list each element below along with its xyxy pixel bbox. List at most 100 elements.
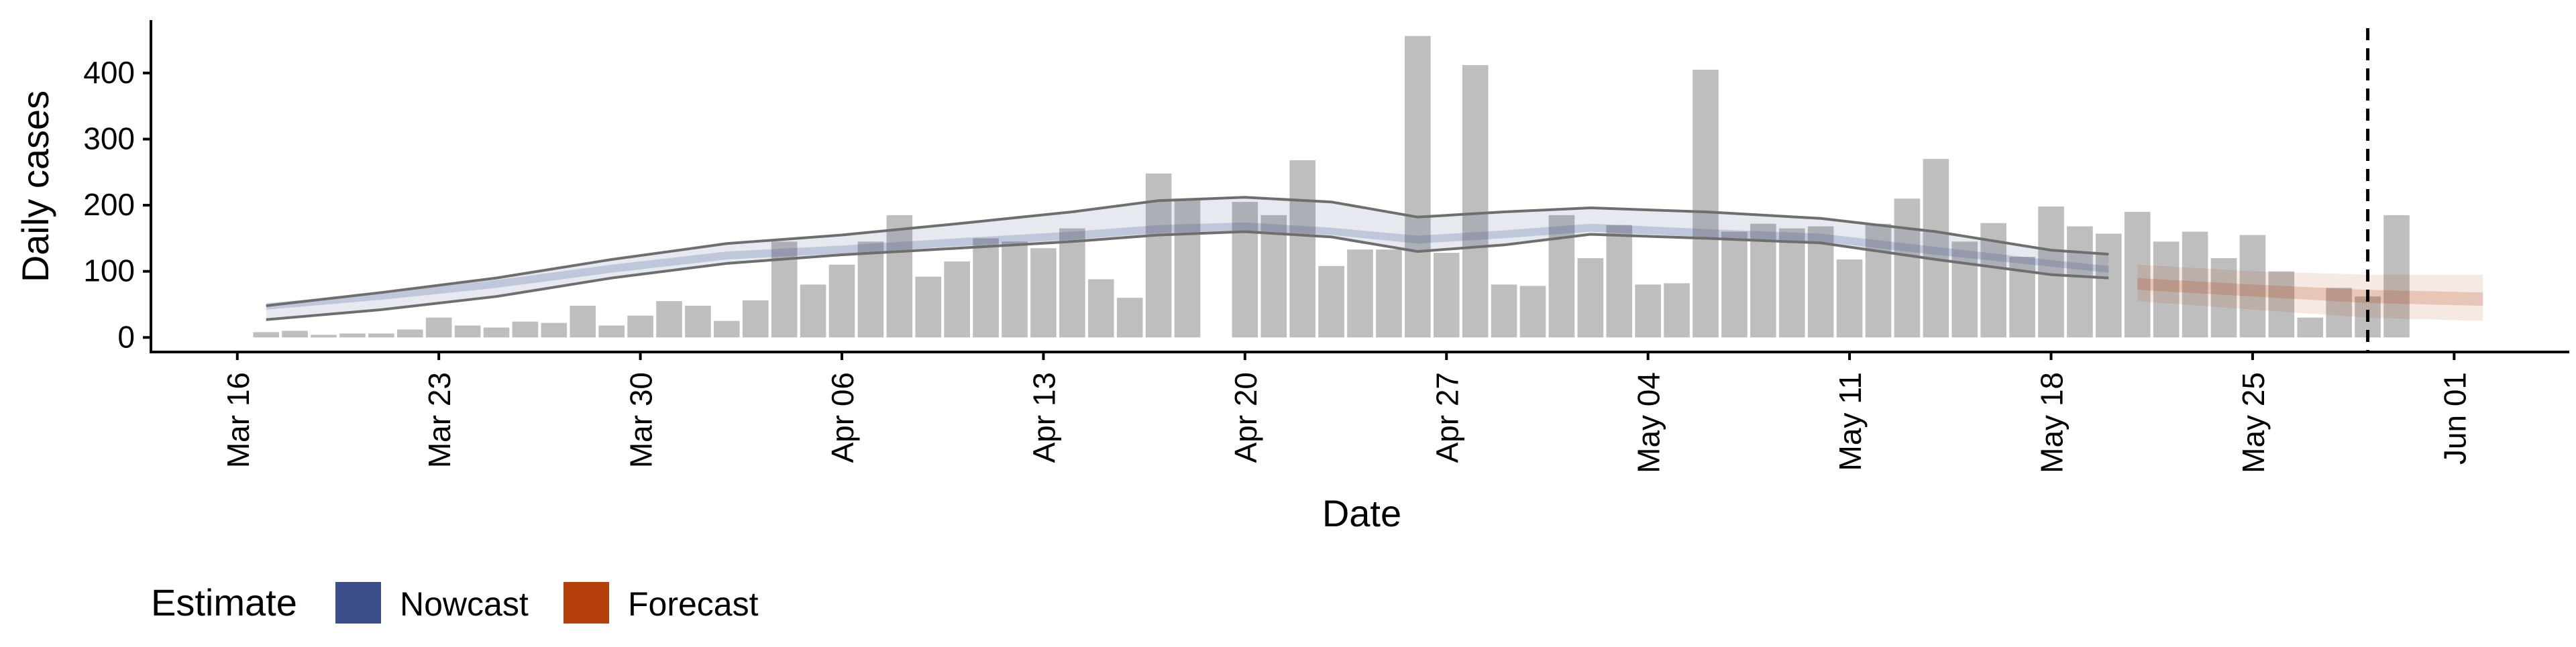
case-bar <box>1836 259 1863 338</box>
forecast-inner-band <box>2137 278 2483 306</box>
case-bar <box>915 276 942 338</box>
y-tick-label: 100 <box>83 253 135 288</box>
case-bar <box>1174 198 1201 338</box>
case-bar <box>483 327 510 338</box>
legend-label: Nowcast <box>400 585 529 623</box>
case-bar <box>828 264 855 338</box>
case-bar <box>857 241 884 338</box>
x-tick-label: May 25 <box>2236 372 2271 473</box>
case-bar <box>253 332 279 338</box>
case-bar <box>944 261 970 338</box>
case-bar <box>2067 226 2093 338</box>
case-bar <box>1232 202 1258 338</box>
nowcast-upper-bound <box>266 196 2109 307</box>
nowcast-lower-bound <box>266 230 2109 321</box>
case-bar <box>685 305 711 338</box>
case-bar <box>1002 241 1028 338</box>
case-bar <box>2268 271 2295 338</box>
y-tick-label: 0 <box>117 319 135 354</box>
case-bar <box>1289 160 1316 338</box>
case-bar <box>1030 248 1057 338</box>
case-bar <box>1750 223 1776 338</box>
case-bar <box>2182 231 2208 338</box>
y-tick-label: 400 <box>83 55 135 90</box>
case-bar <box>2153 241 2180 338</box>
case-bar <box>742 300 769 338</box>
case-bar <box>1116 298 1143 338</box>
case-bar <box>1664 283 1690 338</box>
case-bar <box>396 329 423 338</box>
case-bar <box>1491 284 1517 338</box>
case-bar <box>425 317 452 338</box>
x-tick-label: Mar 23 <box>422 372 457 468</box>
case-bar <box>656 301 682 338</box>
x-tick-label: Jun 01 <box>2437 372 2472 465</box>
case-bar <box>1462 65 1489 338</box>
x-tick-label: May 18 <box>2035 372 2070 473</box>
case-bar <box>1635 284 1661 338</box>
case-bar <box>1778 228 1805 338</box>
y-tick-label: 200 <box>83 187 135 222</box>
legend-label: Forecast <box>628 585 759 623</box>
case-bar <box>800 284 826 338</box>
case-bar <box>282 331 308 338</box>
case-bar <box>454 325 481 338</box>
case-bar <box>339 333 366 338</box>
case-bar <box>2096 233 2122 338</box>
nowcast-inner-band <box>266 222 2109 310</box>
case-bar <box>1059 228 1085 338</box>
x-tick-label: Apr 27 <box>1430 372 1464 463</box>
case-bar <box>1693 69 1719 338</box>
case-bar <box>1433 253 1460 338</box>
case-bar <box>1577 257 1604 338</box>
case-bar <box>1865 223 1892 338</box>
x-axis-title: Date <box>1322 492 1401 534</box>
legend-swatch <box>564 582 609 624</box>
case-bar <box>2297 317 2324 338</box>
y-tick-label: 300 <box>83 121 135 156</box>
case-bar <box>2326 288 2352 338</box>
case-bar <box>368 333 394 338</box>
case-bar <box>570 305 596 338</box>
case-bar <box>1087 279 1114 338</box>
case-bar <box>1376 249 1402 338</box>
nowcast-outer-band <box>266 197 2109 320</box>
x-tick-label: Apr 06 <box>825 372 860 463</box>
case-bar <box>311 335 337 338</box>
case-bar <box>714 320 740 338</box>
case-bar <box>886 215 913 338</box>
case-bar <box>2038 207 2064 338</box>
x-tick-label: May 11 <box>1833 372 1868 471</box>
case-bar <box>973 238 999 338</box>
forecast-outer-band <box>2137 264 2483 321</box>
case-bar <box>1318 266 1344 338</box>
y-axis-title: Daily cases <box>14 91 56 282</box>
legend-swatch <box>335 582 381 624</box>
case-bar <box>2124 211 2151 338</box>
case-bar <box>1951 241 1978 338</box>
case-bar <box>1260 215 1287 338</box>
case-bar <box>1405 36 1431 338</box>
case-bar <box>1894 198 1921 338</box>
x-tick-label: Apr 13 <box>1026 372 1061 463</box>
case-bar <box>2383 215 2410 338</box>
x-tick-label: May 04 <box>1631 372 1666 473</box>
case-bar <box>2210 257 2237 338</box>
case-bar <box>598 325 625 338</box>
case-bar <box>541 322 568 338</box>
x-tick-label: Mar 16 <box>221 372 256 468</box>
case-bar <box>512 321 539 338</box>
x-tick-label: Apr 20 <box>1228 372 1263 463</box>
case-bar <box>627 315 653 338</box>
case-bar <box>1606 225 1633 338</box>
case-bar <box>1145 173 1172 338</box>
case-bar <box>1923 159 1949 338</box>
case-bar <box>1519 286 1546 338</box>
case-bar <box>1721 231 1748 338</box>
case-bar <box>2239 235 2266 338</box>
case-bar <box>1347 249 1373 338</box>
x-tick-label: Mar 30 <box>624 372 659 468</box>
legend-title: Estimate <box>151 581 297 624</box>
